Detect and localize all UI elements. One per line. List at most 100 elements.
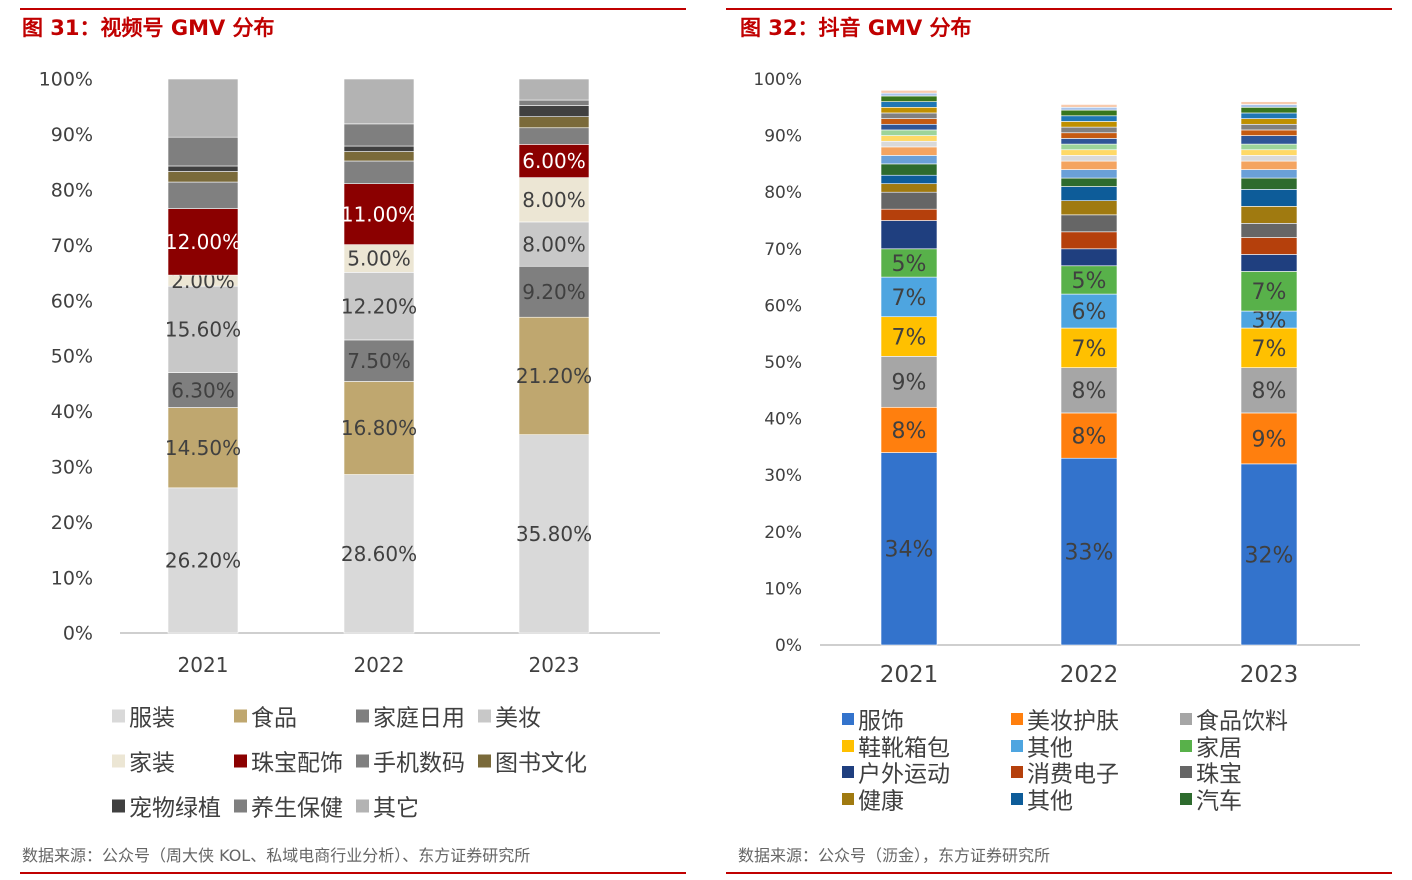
y-tick-label: 80% xyxy=(764,183,802,203)
y-tick-label: 50% xyxy=(764,353,802,373)
data-label: 14.50% xyxy=(165,436,241,460)
bar-segment xyxy=(1240,271,1298,312)
data-label: 7% xyxy=(892,325,927,350)
data-label: 6% xyxy=(1072,300,1107,325)
data-label: 32% xyxy=(1245,543,1294,568)
figure-32-source: 数据来源：公众号（沥金），东方证券研究所 xyxy=(738,846,1051,865)
legend-label: 服装 xyxy=(129,706,175,732)
bar-segment xyxy=(1240,160,1298,170)
data-label: 7% xyxy=(1072,337,1107,362)
bar-segment xyxy=(880,220,938,250)
bar-segment xyxy=(1240,104,1298,108)
data-label: 5% xyxy=(1072,269,1107,294)
bar-segment xyxy=(167,78,239,138)
bar-segment xyxy=(880,146,938,156)
bar-segment xyxy=(880,452,938,646)
y-tick-label: 30% xyxy=(764,466,802,486)
bar-segment xyxy=(167,208,239,276)
bar-segment xyxy=(880,112,938,119)
bar-segment xyxy=(167,487,239,634)
legend-swatch xyxy=(112,799,125,813)
bar-segment xyxy=(343,244,415,273)
y-tick-label: 100% xyxy=(39,69,93,91)
data-label: 7% xyxy=(1252,280,1287,305)
bottom-rule-left xyxy=(20,872,686,874)
x-tick-label: 2022 xyxy=(1060,662,1119,688)
data-label: 12.00% xyxy=(165,230,241,254)
figure-31-title: 图 31：视频号 GMV 分布 xyxy=(22,16,275,40)
legend-swatch xyxy=(842,740,854,752)
bar-segment xyxy=(880,140,938,148)
legend-swatch xyxy=(234,754,247,768)
legend-label: 美妆 xyxy=(495,706,541,732)
figure-32-chart: 0% 10% 20% 30% 40% 50% 60% 70% 80% 90% 100% 34% 8% 9%… xyxy=(753,70,1360,815)
legend-label: 珠宝配饰 xyxy=(251,751,343,777)
x-tick-label: 2023 xyxy=(529,653,580,677)
y-tick-label: 90% xyxy=(764,127,802,147)
y-tick-label: 60% xyxy=(51,290,93,312)
legend-swatch xyxy=(478,709,491,723)
x-tick-label: 2021 xyxy=(178,653,229,677)
data-label: 5.00% xyxy=(347,247,411,271)
data-label: 6.00% xyxy=(522,149,586,173)
x-tick-label: 2022 xyxy=(354,653,405,677)
bar-segment xyxy=(167,407,239,489)
bar-segment xyxy=(880,90,938,94)
bar-segment xyxy=(343,381,415,475)
bar-segment xyxy=(880,248,938,278)
bar-segment xyxy=(880,208,938,221)
bar-segment xyxy=(1240,143,1298,151)
legend-label: 养生保健 xyxy=(251,796,343,822)
bar-segment xyxy=(1240,101,1298,105)
legend-swatch xyxy=(1180,740,1192,752)
bar-segment xyxy=(518,78,590,101)
legend-label: 其他 xyxy=(1027,736,1073,762)
legend-label: 消费电子 xyxy=(1027,762,1119,788)
bar-segment xyxy=(518,144,590,178)
bar-segment xyxy=(1060,457,1118,646)
bar-segment xyxy=(1240,254,1298,272)
bar-segment xyxy=(1060,214,1118,233)
bar-segment xyxy=(880,155,938,165)
bar-segment xyxy=(1060,327,1118,368)
legend-label: 家庭日用 xyxy=(373,706,465,732)
figure-32-title: 图 32：抖音 GMV 分布 xyxy=(740,16,972,40)
legend-swatch xyxy=(1180,713,1192,725)
bar-segment xyxy=(880,183,938,193)
bar-segment xyxy=(880,107,938,114)
bottom-rule-right xyxy=(726,872,1392,874)
y-tick-label: 100% xyxy=(753,70,802,90)
bar-segment xyxy=(880,118,938,125)
bar-segment xyxy=(1060,107,1118,111)
bar-segment xyxy=(1240,412,1298,465)
bar-segment xyxy=(1060,248,1118,267)
legend-swatch xyxy=(842,766,854,778)
y-tick-label: 0% xyxy=(775,636,802,656)
y-tick-label: 10% xyxy=(51,567,93,589)
y-tick-label: 20% xyxy=(51,512,93,534)
legend-label: 鞋靴箱包 xyxy=(858,736,950,762)
bar-segment xyxy=(1240,149,1298,156)
y-tick-label: 10% xyxy=(764,579,802,599)
legend-swatch xyxy=(356,754,369,768)
data-label: 7% xyxy=(892,286,927,311)
bar-segment xyxy=(167,372,239,408)
data-label: 35.80% xyxy=(516,522,592,546)
data-label: 3% xyxy=(1252,308,1287,333)
bar-segment xyxy=(1060,132,1118,139)
legend-label: 图书文化 xyxy=(495,751,587,777)
bar-segment xyxy=(518,177,590,223)
data-label: 8% xyxy=(1252,379,1287,404)
legend-swatch xyxy=(842,793,854,805)
legend-label: 宠物绿植 xyxy=(129,796,221,822)
bar-segment xyxy=(1060,265,1118,295)
data-label: 28.60% xyxy=(341,542,417,566)
legend-label: 健康 xyxy=(858,789,904,815)
bar-segment xyxy=(1060,200,1118,216)
data-label: 21.20% xyxy=(516,364,592,388)
legend-swatch xyxy=(1011,766,1023,778)
bar-segment xyxy=(1060,293,1118,329)
bar-segment xyxy=(1240,112,1298,119)
legend-swatch xyxy=(234,709,247,723)
legend-label: 手机数码 xyxy=(373,751,465,777)
